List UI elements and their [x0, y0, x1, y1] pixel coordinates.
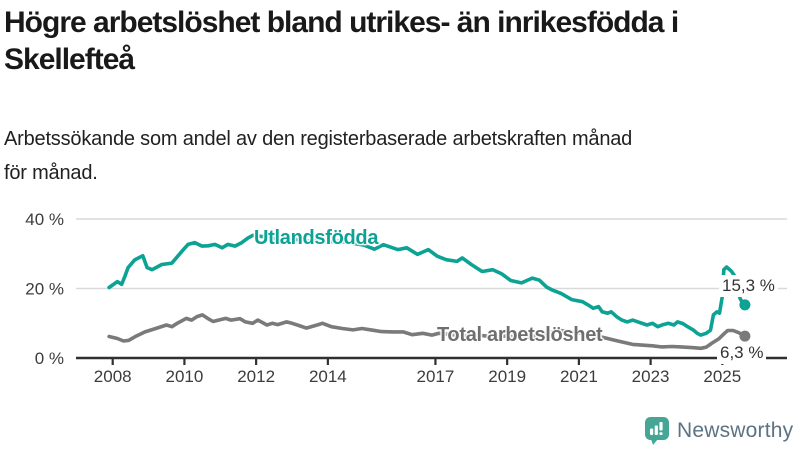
x-tick-label-2008: 2008 — [94, 367, 132, 386]
series-line-1 — [107, 313, 747, 351]
y-tick-label-20: 20 % — [25, 280, 64, 299]
series-label-utlandsfodda: Utlandsfödda — [254, 227, 379, 249]
series-label-total-arbetsloshet: Total arbetslöshet — [437, 324, 603, 346]
x-tick-label-2023: 2023 — [632, 367, 670, 386]
x-tick-label-2021: 2021 — [560, 367, 598, 386]
chart-subtitle: Arbetssökande som andel av den registerb… — [4, 122, 784, 190]
series-end-dot-1 — [739, 330, 751, 342]
x-tick-label-2017: 2017 — [417, 367, 455, 386]
end-value-label-total: 6,3 % — [717, 342, 767, 364]
x-tick-label-2014: 2014 — [309, 367, 347, 386]
newsworthy-logo-text: Newsworthy — [677, 419, 794, 442]
newsworthy-logo-icon — [645, 417, 669, 445]
y-tick-label-0: 0 % — [35, 349, 64, 368]
end-value-label-utlandsfodda: 15,3 % — [719, 275, 778, 297]
newsworthy-branding: Newsworthy — [644, 416, 793, 446]
page-title: Högre arbetslöshet bland utrikes- än inr… — [4, 4, 796, 78]
series-end-dot-0 — [739, 299, 751, 311]
chart-subtitle-line2: för månad. — [4, 162, 98, 184]
y-tick-label-40: 40 % — [25, 210, 64, 229]
chart-subtitle-line1: Arbetssökande som andel av den registerb… — [4, 128, 633, 150]
x-tick-label-2025: 2025 — [703, 367, 741, 386]
x-tick-label-2010: 2010 — [166, 367, 204, 386]
x-tick-label-2012: 2012 — [237, 367, 275, 386]
x-tick-label-2019: 2019 — [488, 367, 526, 386]
page-title-line2: Skellefteå — [4, 43, 135, 76]
series-line-0 — [107, 233, 747, 337]
page-title-line1: Högre arbetslöshet bland utrikes- än inr… — [4, 6, 679, 39]
